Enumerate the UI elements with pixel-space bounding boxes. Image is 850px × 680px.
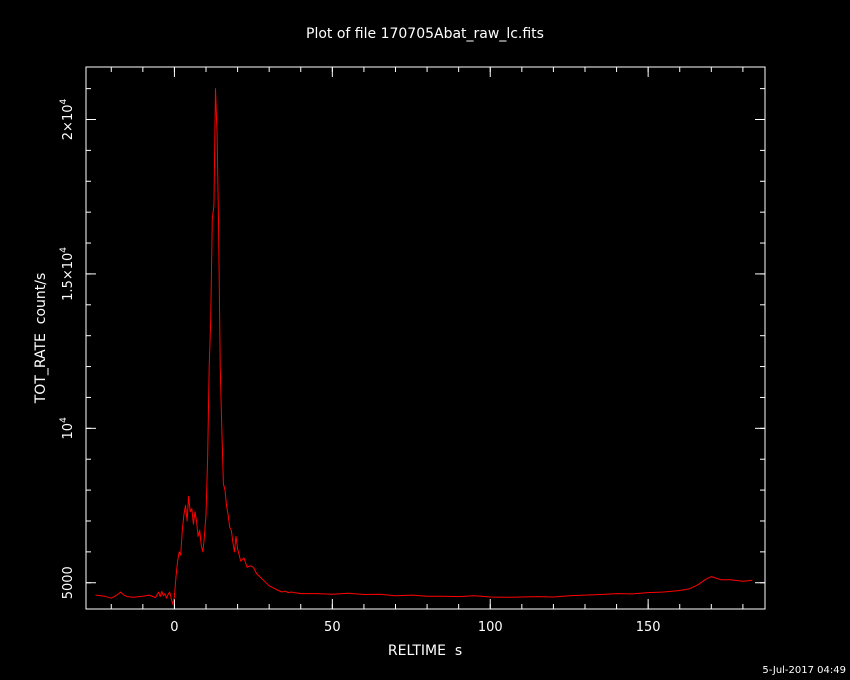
timestamp: 5-Jul-2017 04:49 bbox=[762, 665, 846, 676]
y-tick-mantissa: 1.5×10 bbox=[61, 253, 76, 301]
axis-ticks bbox=[86, 67, 765, 609]
y-tick-mantissa: 5000 bbox=[61, 566, 76, 599]
plot-frame bbox=[85, 66, 766, 610]
y-tick-exponent: 4 bbox=[59, 99, 69, 105]
x-tick-labels: 0 50 100 150 bbox=[170, 620, 660, 635]
light-curve-line bbox=[95, 88, 753, 605]
y-tick-mantissa: 2×10 bbox=[61, 105, 76, 141]
y-tick-exponent: 4 bbox=[59, 247, 69, 253]
y-tick-label: 2×104 bbox=[59, 99, 76, 141]
y-tick-label: 104 bbox=[59, 417, 76, 440]
y-tick-mantissa: 10 bbox=[61, 423, 76, 440]
y-axis-label: TOT_RATE count/s bbox=[33, 273, 49, 405]
y-tick-exponent: 4 bbox=[59, 417, 69, 423]
x-tick-label: 150 bbox=[636, 620, 661, 635]
y-tick-label: 5000 bbox=[61, 566, 76, 599]
x-tick-label: 0 bbox=[170, 620, 178, 635]
x-tick-label: 50 bbox=[324, 620, 341, 635]
series-group bbox=[95, 88, 753, 605]
x-axis-label: RELTIME s bbox=[388, 643, 462, 659]
x-tick-label: 100 bbox=[478, 620, 503, 635]
chart-title: Plot of file 170705Abat_raw_lc.fits bbox=[306, 26, 544, 42]
y-tick-label: 1.5×104 bbox=[59, 247, 76, 301]
